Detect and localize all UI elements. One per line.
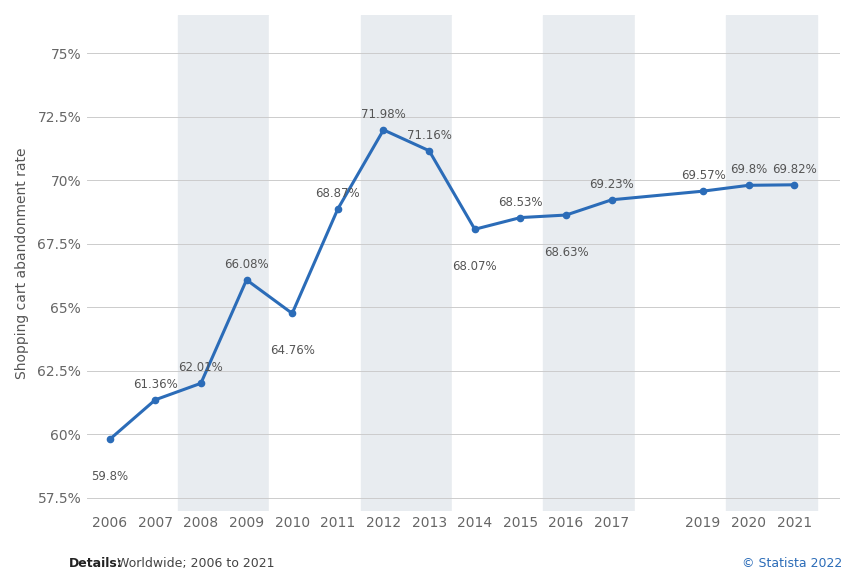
Bar (452, 15, 543, 510)
Text: 68.07%: 68.07% (452, 260, 497, 273)
Bar (726, 15, 817, 510)
Text: Worldwide; 2006 to 2021: Worldwide; 2006 to 2021 (113, 557, 274, 570)
Bar (361, 15, 452, 510)
Bar (178, 15, 269, 510)
Text: 64.76%: 64.76% (270, 344, 315, 357)
Text: © Statista 2022: © Statista 2022 (742, 557, 842, 570)
Text: 68.87%: 68.87% (315, 187, 360, 200)
Text: 71.16%: 71.16% (407, 129, 451, 142)
Text: 68.63%: 68.63% (544, 245, 588, 259)
Text: 66.08%: 66.08% (224, 258, 268, 271)
Bar (269, 15, 361, 510)
Bar (86, 15, 178, 510)
Text: 61.36%: 61.36% (133, 378, 178, 391)
Text: 62.01%: 62.01% (179, 361, 223, 375)
Text: 71.98%: 71.98% (361, 108, 406, 121)
Text: 69.23%: 69.23% (589, 178, 634, 191)
Text: 59.8%: 59.8% (91, 470, 128, 483)
Bar (634, 15, 726, 510)
Text: 69.82%: 69.82% (772, 163, 817, 176)
Text: Details:: Details: (68, 557, 122, 570)
Text: 68.53%: 68.53% (498, 195, 543, 209)
Text: 69.8%: 69.8% (730, 164, 767, 176)
Bar (543, 15, 634, 510)
Text: 69.57%: 69.57% (681, 169, 725, 182)
Y-axis label: Shopping cart abandonment rate: Shopping cart abandonment rate (15, 147, 29, 379)
